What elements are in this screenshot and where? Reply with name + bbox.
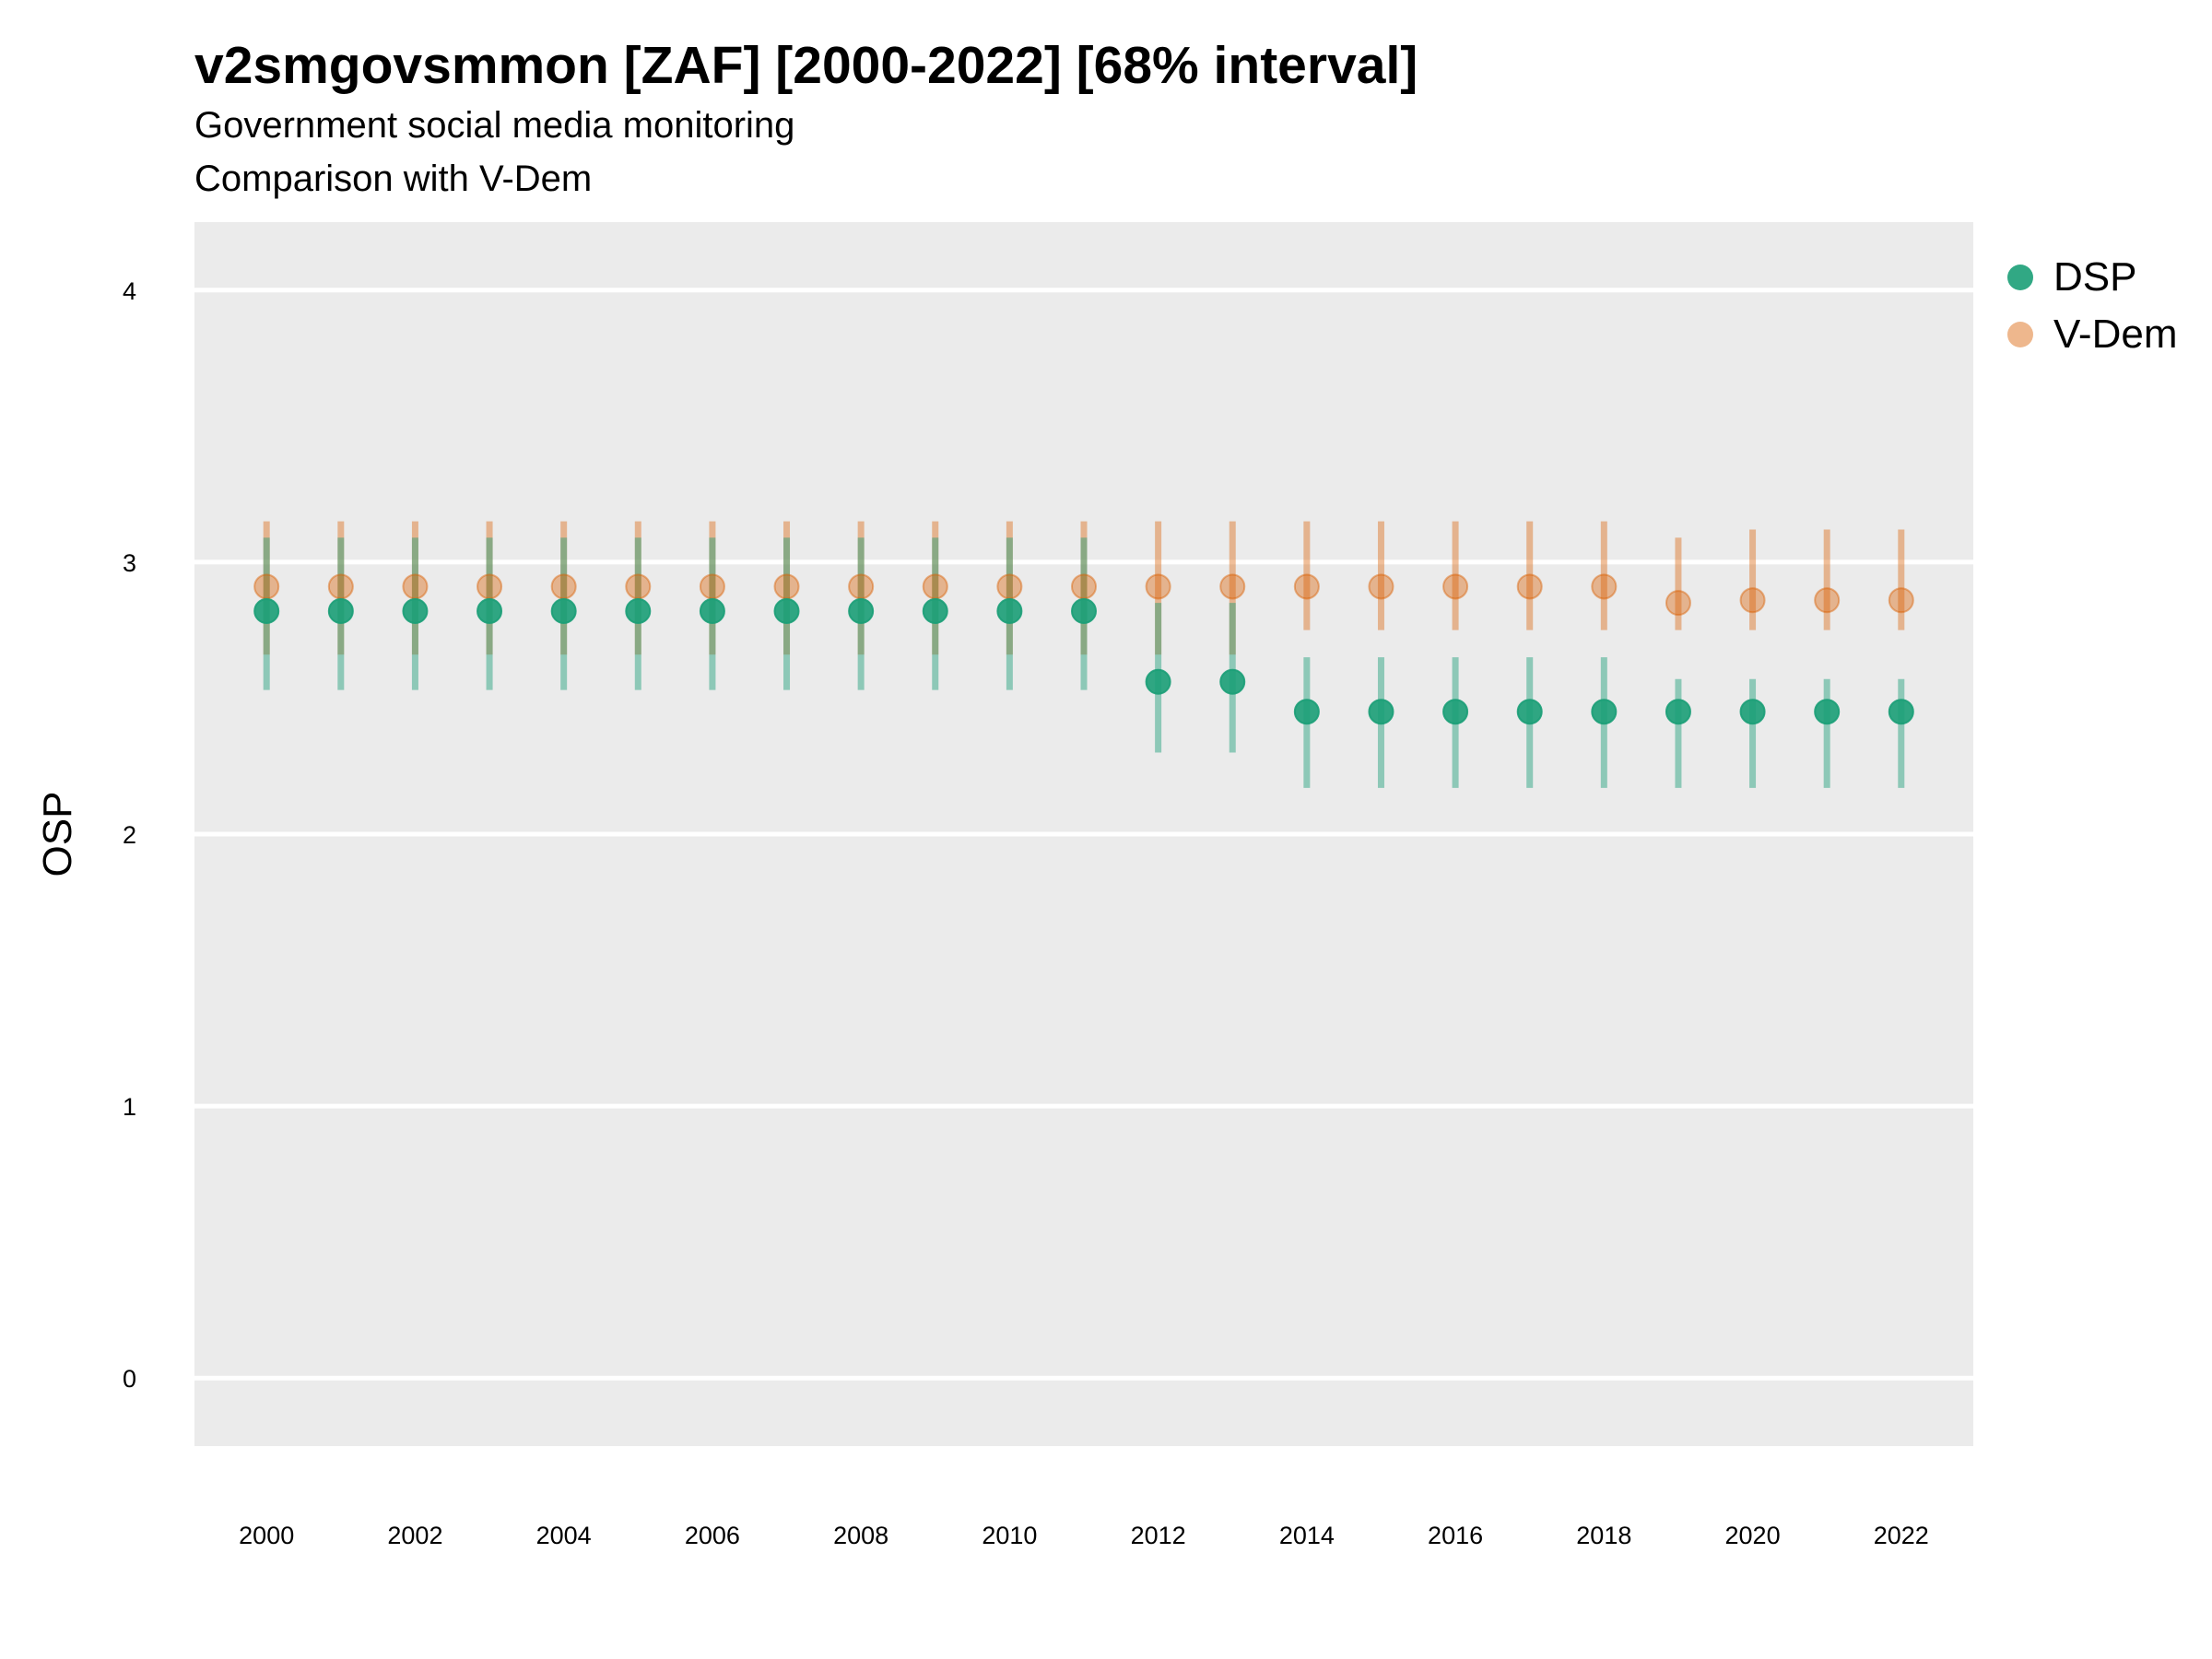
y-tick-label-0: 0 [123,1365,136,1393]
point-v-dem-2005 [625,573,652,600]
x-tick-label-2012: 2012 [1131,1522,1186,1549]
point-v-dem-2009 [922,573,948,600]
point-v-dem-2016 [1442,573,1469,600]
chart-subtitle: Government social media monitoring [194,105,795,146]
point-v-dem-2003 [477,573,503,600]
point-v-dem-2010 [996,573,1023,600]
point-dsp-2000 [253,598,280,625]
point-dsp-2009 [922,598,948,625]
point-dsp-2012 [1145,668,1171,695]
point-dsp-2018 [1591,699,1618,725]
point-dsp-2008 [848,598,875,625]
point-v-dem-2007 [773,573,800,600]
x-tick-label-2020: 2020 [1725,1522,1781,1549]
point-dsp-2003 [477,598,503,625]
x-tick-label-2006: 2006 [685,1522,740,1549]
legend-swatch-dsp [2007,265,2033,290]
point-dsp-2004 [550,598,577,625]
point-v-dem-2014 [1293,573,1320,600]
legend-item-dsp: DSP [2000,249,2177,306]
point-v-dem-2020 [1739,587,1766,614]
y-axis: 0 1 2 3 4 [123,277,136,1393]
point-v-dem-2004 [550,573,577,600]
point-dsp-2011 [1071,598,1097,625]
x-tick-label-2000: 2000 [239,1522,294,1549]
point-dsp-2020 [1739,699,1766,725]
x-tick-label-2018: 2018 [1576,1522,1631,1549]
point-v-dem-2012 [1145,573,1171,600]
point-dsp-2017 [1516,699,1543,725]
point-v-dem-2002 [402,573,429,600]
point-dsp-2013 [1219,668,1246,695]
y-tick-label-4: 4 [123,277,136,305]
data-points [253,573,1914,725]
x-tick-label-2014: 2014 [1279,1522,1335,1549]
legend-label-v-dem: V-Dem [2053,312,2178,357]
point-dsp-2010 [996,598,1023,625]
x-tick-label-2016: 2016 [1428,1522,1483,1549]
point-v-dem-2001 [327,573,354,600]
y-tick-label-2: 2 [123,821,136,849]
x-tick-label-2002: 2002 [387,1522,442,1549]
point-dsp-2005 [625,598,652,625]
point-v-dem-2011 [1071,573,1097,600]
point-v-dem-2017 [1516,573,1543,600]
point-v-dem-2019 [1665,590,1691,617]
point-dsp-2015 [1368,699,1394,725]
legend: DSP V-Dem [2000,249,2177,363]
x-tick-label-2010: 2010 [982,1522,1037,1549]
legend-item-v-dem: V-Dem [2000,306,2177,363]
x-tick-label-2004: 2004 [536,1522,592,1549]
point-v-dem-2021 [1814,587,1841,614]
point-v-dem-2018 [1591,573,1618,600]
point-dsp-2001 [327,598,354,625]
y-tick-label-1: 1 [123,1093,136,1121]
y-axis-label: OSP [35,792,80,877]
point-dsp-2002 [402,598,429,625]
point-dsp-2014 [1293,699,1320,725]
x-tick-label-2008: 2008 [833,1522,888,1549]
point-dsp-2021 [1814,699,1841,725]
point-dsp-2019 [1665,699,1691,725]
legend-swatch-v-dem [2007,322,2033,347]
point-dsp-2007 [773,598,800,625]
y-tick-label-3: 3 [123,549,136,577]
legend-label-dsp: DSP [2053,254,2137,300]
grid-lines [194,288,1973,1381]
point-dsp-2006 [699,598,725,625]
x-tick-label-2022: 2022 [1874,1522,1929,1549]
point-v-dem-2008 [848,573,875,600]
point-dsp-2016 [1442,699,1469,725]
point-v-dem-2000 [253,573,280,600]
point-v-dem-2015 [1368,573,1394,600]
point-v-dem-2013 [1219,573,1246,600]
chart-caption: Comparison with V-Dem [194,159,593,199]
point-v-dem-2022 [1888,587,1914,614]
x-axis: 2000 2002 2004 2006 2008 2010 2012 2014 2016 2018… [239,1522,1929,1549]
point-dsp-2022 [1888,699,1914,725]
point-v-dem-2006 [699,573,725,600]
chart-title: v2smgovsmmon [ZAF] [2000-2022] [68% inte… [194,36,1418,95]
